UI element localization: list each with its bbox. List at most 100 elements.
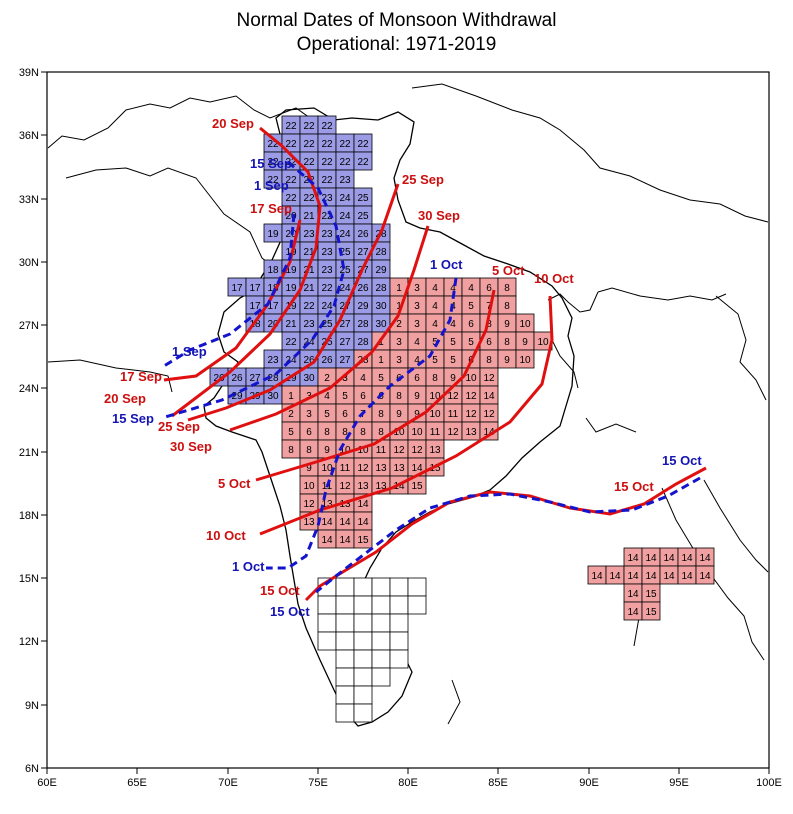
grid-cell-empty — [390, 650, 408, 668]
grid-cell-value: 14 — [609, 571, 621, 582]
grid-cell-value: 25 — [357, 193, 369, 204]
grid-cell-value: 22 — [303, 121, 315, 132]
grid-cell-value: 21 — [285, 319, 297, 330]
grid-cell-value: 10 — [537, 337, 549, 348]
grid-cell-empty — [390, 632, 408, 650]
grid-cell-value: 12 — [465, 409, 477, 420]
grid-cell-value: 12 — [339, 481, 351, 492]
red-label: 25 Sep — [158, 419, 200, 434]
grid-cell-value: 11 — [340, 463, 351, 474]
grid-cell-value: 8 — [288, 445, 294, 456]
grid-cell-value: 13 — [429, 445, 441, 456]
grid-cell-value: 22 — [321, 157, 333, 168]
grid-cell-value: 3 — [414, 319, 420, 330]
x-tick-label: 60E — [37, 777, 57, 789]
grid-cell-value: 11 — [448, 409, 459, 420]
grid-cell-value: 19 — [267, 229, 279, 240]
grid-cell-value: 17 — [249, 283, 261, 294]
grid-cell-value: 8 — [378, 427, 384, 438]
grid-cell-empty — [408, 596, 426, 614]
blue-label: 1 Sep — [254, 178, 289, 193]
grid-cell-value: 15 — [357, 535, 369, 546]
grid-cell-empty — [318, 632, 336, 650]
grid-cell-value: 4 — [324, 391, 330, 402]
grid-cell-value: 21 — [303, 211, 315, 222]
grid-cell-value: 2 — [396, 319, 402, 330]
grid-cell-value: 5 — [468, 337, 474, 348]
grid-cell-empty — [354, 650, 372, 668]
grid-cell-value: 14 — [321, 517, 333, 528]
x-tick-label: 65E — [127, 777, 147, 789]
grid-cell-value: 26 — [357, 229, 369, 240]
blue-label: 15 Oct — [662, 453, 702, 468]
grid-cell-value: 12 — [357, 463, 369, 474]
grid-cell-empty — [390, 578, 408, 596]
grid-cell-value: 5 — [450, 355, 456, 366]
grid-cell-value: 24 — [339, 193, 351, 204]
grid-cell-value: 4 — [414, 337, 420, 348]
y-tick-label: 39N — [19, 67, 39, 79]
grid-cell-value: 8 — [432, 373, 438, 384]
x-tick-label: 95E — [669, 777, 689, 789]
blue-label: 15 Sep — [250, 156, 292, 171]
grid-cell-value: 6 — [486, 337, 492, 348]
grid-cell-value: 24 — [339, 229, 351, 240]
grid-cell-value: 12 — [303, 499, 315, 510]
grid-cell-value: 23 — [321, 229, 333, 240]
grid-cell-value: 22 — [303, 193, 315, 204]
grid-cell-value: 22 — [285, 121, 297, 132]
y-tick-label: 30N — [19, 257, 39, 269]
grid-cell-value: 5 — [342, 391, 348, 402]
grid-cell-value: 5 — [288, 427, 294, 438]
grid-cell-value: 1 — [378, 355, 384, 366]
grid-cell-value: 22 — [321, 175, 333, 186]
x-tick-label: 100E — [756, 777, 782, 789]
grid-cell-value: 14 — [663, 571, 675, 582]
grid-cell-value: 28 — [375, 283, 387, 294]
grid-cell-value: 23 — [303, 319, 315, 330]
grid-cell-value: 3 — [414, 283, 420, 294]
grid-cell-value: 13 — [375, 463, 387, 474]
grid-cell-value: 14 — [645, 553, 657, 564]
x-tick-label: 90E — [579, 777, 599, 789]
grid-cell-value: 22 — [339, 157, 351, 168]
grid-cell-empty — [372, 578, 390, 596]
grid-cell-empty — [372, 632, 390, 650]
grid-cell-value: 13 — [393, 463, 405, 474]
grid-cell-value: 3 — [396, 337, 402, 348]
grid-cell-value: 12 — [483, 373, 495, 384]
grid-cell-value: 3 — [306, 409, 312, 420]
grid-cell-value: 3 — [414, 301, 420, 312]
grid-cell-empty — [354, 578, 372, 596]
grid-cell-value: 28 — [375, 247, 387, 258]
grid-cell-value: 8 — [324, 427, 330, 438]
grid-cell-value: 30 — [375, 301, 387, 312]
grid-cell-value: 21 — [303, 283, 315, 294]
grid-cell-value: 14 — [645, 571, 657, 582]
grid-cell-value: 14 — [681, 571, 693, 582]
grid-cell-value: 14 — [627, 571, 639, 582]
grid-cell-value: 8 — [396, 391, 402, 402]
grid-cell-value: 15 — [411, 481, 423, 492]
grid-cell-value: 10 — [303, 481, 315, 492]
grid-cell-value: 2 — [288, 409, 294, 420]
grid-cell-value: 5 — [450, 337, 456, 348]
grid-cell-value: 9 — [414, 391, 420, 402]
grid-cell-empty — [372, 650, 390, 668]
red-label: 5 Oct — [492, 263, 525, 278]
grid-cell-value: 30 — [303, 373, 315, 384]
grid-cell-value: 26 — [321, 355, 333, 366]
grid-cell-value: 6 — [414, 373, 420, 384]
red-label: 10 Oct — [534, 271, 574, 286]
red-label: 25 Sep — [402, 172, 444, 187]
grid-cell-value: 5 — [468, 301, 474, 312]
grid-cell-value: 6 — [486, 283, 492, 294]
grid-cell-value: 4 — [360, 373, 366, 384]
grid-cell-value: 30 — [267, 391, 279, 402]
grid-cell-value: 14 — [357, 499, 369, 510]
y-axis: 6N 9N 12N 15N 18N 21N 24N 27N 30N 33N 36… — [19, 67, 47, 775]
y-tick-label: 6N — [25, 763, 39, 775]
grid-cell-value: 12 — [483, 409, 495, 420]
grid-cell-value: 24 — [321, 301, 333, 312]
